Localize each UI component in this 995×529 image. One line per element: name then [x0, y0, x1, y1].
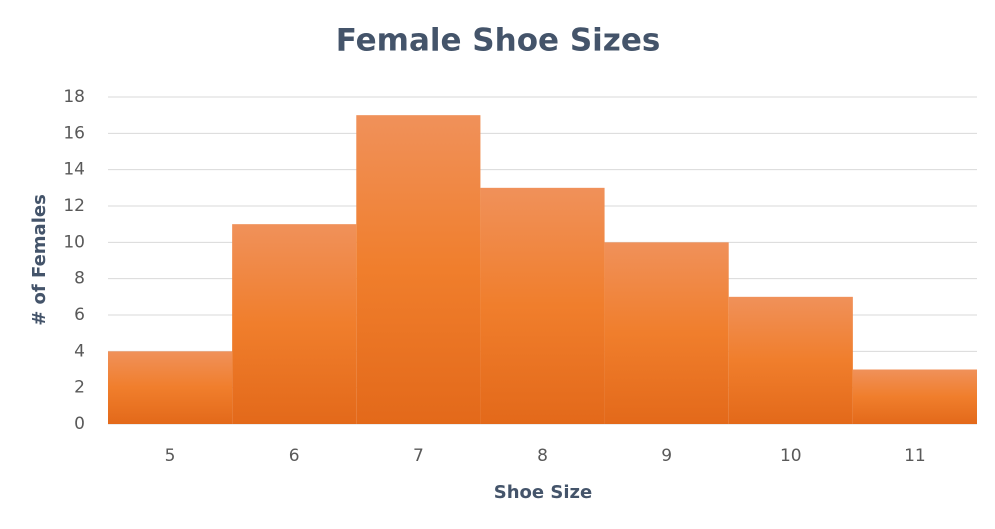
bar [728, 296, 853, 424]
x-tick-label: 7 [413, 446, 424, 466]
y-tick-label: 0 [74, 414, 85, 434]
y-tick-label: 14 [63, 160, 85, 180]
bar [356, 115, 481, 425]
y-tick-label: 8 [74, 269, 85, 289]
x-tick-label: 9 [661, 446, 672, 466]
y-tick-label: 6 [74, 305, 85, 325]
y-tick-label: 10 [63, 232, 85, 252]
bar [480, 187, 605, 424]
bar [108, 351, 233, 424]
x-tick-label: 8 [537, 446, 548, 466]
x-axis-title: Shoe Size [494, 482, 592, 503]
x-tick-label: 10 [780, 446, 802, 466]
bar [232, 224, 357, 424]
y-tick-label: 4 [74, 341, 85, 361]
y-tick-label: 12 [63, 196, 85, 216]
y-tick-label: 18 [63, 87, 85, 107]
x-tick-label: 11 [904, 446, 926, 466]
y-tick-label: 2 [74, 378, 85, 398]
y-tick-label: 16 [63, 123, 85, 143]
bar [852, 369, 977, 424]
bar [604, 242, 729, 424]
chart-title: Female Shoe Sizes [336, 23, 661, 59]
x-tick-label: 6 [289, 446, 300, 466]
y-axis-title: # of Females [29, 194, 50, 326]
x-tick-label: 5 [165, 446, 176, 466]
